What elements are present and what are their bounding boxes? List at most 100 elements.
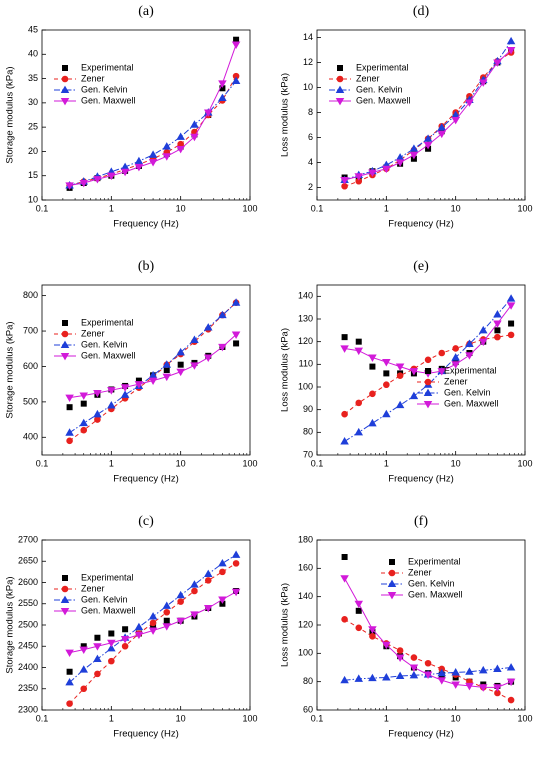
plot-frame bbox=[41, 284, 251, 456]
marker bbox=[191, 587, 198, 595]
legend-label: Gen. Maxwell bbox=[356, 95, 411, 105]
y-tick-label: 140 bbox=[298, 291, 313, 301]
marker bbox=[190, 611, 199, 619]
legend-label: Zener bbox=[444, 376, 468, 386]
marker bbox=[355, 607, 362, 614]
y-axis-label: Loss modulus (kPa) bbox=[280, 583, 291, 667]
legend-label: Zener bbox=[81, 328, 105, 338]
legend-marker bbox=[60, 595, 70, 604]
marker bbox=[66, 437, 73, 445]
marker bbox=[218, 558, 227, 567]
marker bbox=[122, 626, 129, 633]
y-tick-label: 700 bbox=[23, 325, 38, 335]
marker bbox=[218, 310, 227, 319]
legend-marker bbox=[423, 400, 433, 409]
marker bbox=[423, 134, 433, 142]
marker bbox=[176, 347, 185, 356]
marker bbox=[148, 612, 158, 620]
y-tick-label: 14 bbox=[303, 32, 313, 42]
marker bbox=[395, 363, 405, 372]
marker bbox=[478, 79, 488, 87]
x-axis-label: Frequency (Hz) bbox=[113, 729, 178, 740]
marker bbox=[340, 436, 349, 445]
marker bbox=[368, 418, 377, 427]
marker bbox=[134, 381, 144, 389]
marker bbox=[65, 649, 74, 658]
marker bbox=[120, 168, 130, 177]
marker bbox=[493, 310, 502, 318]
marker bbox=[437, 130, 447, 139]
marker bbox=[79, 392, 89, 400]
y-tick-label: 2550 bbox=[18, 598, 38, 608]
legend-marker bbox=[62, 320, 68, 326]
y-tick-label: 35 bbox=[28, 73, 38, 83]
marker bbox=[79, 418, 89, 427]
x-tick-label: 10 bbox=[176, 458, 186, 468]
marker bbox=[107, 387, 116, 395]
marker bbox=[218, 80, 227, 88]
marker bbox=[383, 381, 390, 389]
marker bbox=[120, 635, 130, 644]
y-tick-label: 2 bbox=[308, 182, 313, 192]
marker bbox=[506, 46, 516, 55]
marker bbox=[94, 670, 101, 678]
legend-marker bbox=[424, 378, 432, 386]
marker bbox=[409, 368, 419, 376]
marker bbox=[120, 162, 130, 171]
y-tick-label: 4 bbox=[308, 157, 313, 167]
marker bbox=[382, 409, 391, 418]
x-tick-label: 10 bbox=[451, 203, 461, 213]
marker bbox=[177, 598, 184, 605]
x-tick-label: 1 bbox=[109, 203, 114, 213]
marker bbox=[233, 340, 240, 347]
marker bbox=[107, 643, 116, 652]
y-tick-label: 8 bbox=[308, 107, 313, 117]
marker bbox=[340, 675, 349, 684]
marker bbox=[355, 399, 363, 407]
marker bbox=[66, 404, 73, 411]
marker bbox=[507, 331, 515, 339]
y-tick-label: 10 bbox=[28, 194, 38, 204]
marker bbox=[162, 142, 172, 150]
y-tick-label: 6 bbox=[308, 132, 313, 142]
x-axis-label: Frequency (Hz) bbox=[388, 729, 453, 740]
marker bbox=[409, 151, 419, 160]
legend-label: Experimental bbox=[81, 572, 134, 582]
marker bbox=[368, 673, 377, 682]
marker bbox=[368, 626, 377, 634]
marker bbox=[395, 400, 405, 409]
marker bbox=[465, 99, 474, 107]
legend-marker bbox=[336, 75, 344, 83]
y-tick-label: 70 bbox=[303, 449, 313, 459]
marker bbox=[163, 367, 170, 373]
marker bbox=[79, 646, 89, 655]
panel-title: (a) bbox=[138, 4, 154, 19]
marker bbox=[66, 700, 73, 707]
marker bbox=[382, 359, 391, 367]
x-axis-label: Frequency (Hz) bbox=[113, 219, 178, 230]
marker bbox=[120, 384, 130, 392]
x-tick-label: 0.1 bbox=[311, 203, 324, 213]
y-tick-label: 110 bbox=[299, 359, 313, 369]
marker bbox=[162, 373, 172, 382]
marker bbox=[437, 677, 447, 685]
legend-label: Gen. Maxwell bbox=[81, 350, 136, 360]
marker bbox=[506, 663, 516, 671]
legend-label: Gen. Kelvin bbox=[81, 84, 128, 94]
x-axis-label: Frequency (Hz) bbox=[113, 474, 178, 485]
x-axis-label: Frequency (Hz) bbox=[388, 219, 453, 230]
x-tick-label: 0.1 bbox=[311, 713, 324, 723]
legend-label: Zener bbox=[81, 583, 105, 593]
y-tick-label: 60 bbox=[303, 704, 313, 714]
legend-label: Gen. Maxwell bbox=[81, 95, 136, 105]
marker bbox=[176, 145, 185, 154]
legend-label: Experimental bbox=[408, 556, 461, 566]
marker bbox=[355, 338, 362, 345]
marker bbox=[508, 320, 515, 327]
marker bbox=[465, 339, 474, 347]
marker bbox=[163, 617, 170, 624]
marker bbox=[108, 657, 115, 665]
marker bbox=[424, 356, 432, 364]
marker bbox=[176, 368, 185, 377]
